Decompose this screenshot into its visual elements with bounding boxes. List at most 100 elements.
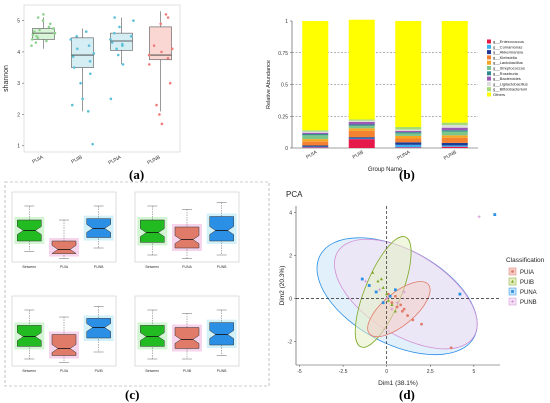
point-a <box>30 38 34 41</box>
stacked-segment-b <box>348 119 375 121</box>
y-axis-label-d: Dim2 (20.3%) <box>279 266 286 306</box>
legend-swatch-b <box>487 60 491 65</box>
stacked-segment-b <box>302 141 329 146</box>
point-a <box>38 28 41 32</box>
x-tick-label-a: PUIB <box>70 154 84 165</box>
point-a <box>155 103 158 107</box>
stacked-segment-b <box>441 135 468 138</box>
stacked-segment-b <box>395 144 422 148</box>
legend-label-b: g__Bacteroides <box>493 76 521 81</box>
legend-swatch-b <box>487 44 491 49</box>
point-a <box>116 53 120 57</box>
legend-label-d: PUNA <box>520 290 537 296</box>
panel-a-shannon-boxplot: 1 2 3 4 5 shannon PUIA PUIB PUNA PUNB <box>3 4 181 166</box>
notched-box-c <box>209 216 234 242</box>
x-tick-label-a: PUIA <box>31 154 45 165</box>
legend-label-b: g__Streptococcus <box>493 66 525 71</box>
x-tick-label-a: PUNB <box>146 154 162 166</box>
subplot-frame-c <box>134 295 240 367</box>
point-a <box>147 53 151 57</box>
stacked-segment-b <box>441 125 468 128</box>
legend-label-b: Others <box>493 92 505 97</box>
stacked-segment-b <box>302 21 329 131</box>
x-tick-label-d: -2.5 <box>339 369 348 375</box>
legend-label-b: g__Roseburia <box>493 71 519 76</box>
stacked-segment-b <box>348 124 375 126</box>
stacked-segment-b <box>348 125 375 129</box>
point-d <box>395 305 399 309</box>
notched-box-c <box>140 325 165 347</box>
notched-box-c <box>174 226 200 249</box>
stacked-segment-b <box>395 130 422 133</box>
legend-swatch-b <box>487 87 491 92</box>
panel-c-frame <box>4 181 270 387</box>
x-tick-label-c: PUNB <box>217 265 227 269</box>
point-d <box>402 307 406 311</box>
stacked-segment-b <box>302 139 329 142</box>
point-d <box>511 290 514 293</box>
point-a <box>160 50 163 54</box>
legend-label-b: g__Lactobacillus <box>493 60 523 65</box>
point-a <box>45 39 48 43</box>
point-a <box>132 19 135 22</box>
panel-c-label: (c) <box>125 387 140 402</box>
point-d <box>385 296 389 300</box>
y-tick-label-b: 0.25 <box>278 114 288 120</box>
subplot-frame-c <box>11 295 117 367</box>
point-a <box>70 103 74 107</box>
notched-box-c <box>174 327 200 349</box>
confidence-ellipse-puia <box>367 281 431 338</box>
x-tick-label-b: PUNA <box>396 149 412 161</box>
panel-c-notched-boxplots: Between PUIA PUNB Between PUNA PUNB Between PUI… <box>4 181 270 387</box>
point-a <box>53 31 57 35</box>
x-tick-label-c: Between <box>146 265 160 269</box>
point-a <box>47 25 51 29</box>
panel-d-label: (d) <box>399 387 415 402</box>
point-a <box>81 97 84 101</box>
point-a <box>110 41 114 44</box>
point-d <box>379 277 384 281</box>
point-a <box>92 52 96 55</box>
point-a <box>88 59 92 63</box>
point-d <box>390 303 394 307</box>
stacked-segment-b <box>441 131 468 136</box>
y-tick-label-b: 0.75 <box>278 51 288 57</box>
stacked-segment-b <box>441 21 468 123</box>
x-tick-label-c: PUIA <box>60 265 69 269</box>
stacked-segment-b <box>395 129 422 131</box>
point-d <box>458 292 462 296</box>
stacked-segment-b <box>395 135 422 139</box>
legend-swatch-b <box>487 92 491 97</box>
stacked-segment-b <box>348 138 375 140</box>
subplot-frame-c <box>11 191 117 263</box>
point-d <box>378 288 382 292</box>
stacked-segment-b <box>395 142 422 145</box>
point-a <box>115 47 118 51</box>
point-a <box>164 13 168 16</box>
point-d <box>449 346 453 350</box>
stacked-segment-b <box>395 147 422 148</box>
y-tick-label-a: 2 <box>17 112 20 118</box>
legend-label-b: g__Enterococcus <box>493 39 524 44</box>
point-a <box>87 44 91 47</box>
legend-label-d: PUIA <box>520 270 534 276</box>
point-a <box>69 38 72 41</box>
x-tick-label-b: PUIB <box>352 149 366 160</box>
point-a <box>41 19 45 22</box>
point-d <box>393 288 397 292</box>
legend-swatch-b <box>487 81 491 86</box>
point-a <box>33 30 36 33</box>
point-d <box>399 303 403 307</box>
legend-swatch-b <box>487 50 491 55</box>
point-a <box>113 16 116 19</box>
box-a-puia <box>32 28 55 40</box>
point-d <box>393 294 397 298</box>
legend-swatch-b <box>487 71 491 76</box>
y-tick-label-a: 3 <box>17 81 20 87</box>
x-tick-label-b: PUIA <box>305 149 319 160</box>
notched-box-c <box>17 325 42 347</box>
point-d <box>400 309 404 313</box>
x-tick-label-c: PUNA <box>182 265 192 269</box>
legend-label-b: g__Klebsiella <box>493 55 518 60</box>
point-a <box>36 16 40 19</box>
